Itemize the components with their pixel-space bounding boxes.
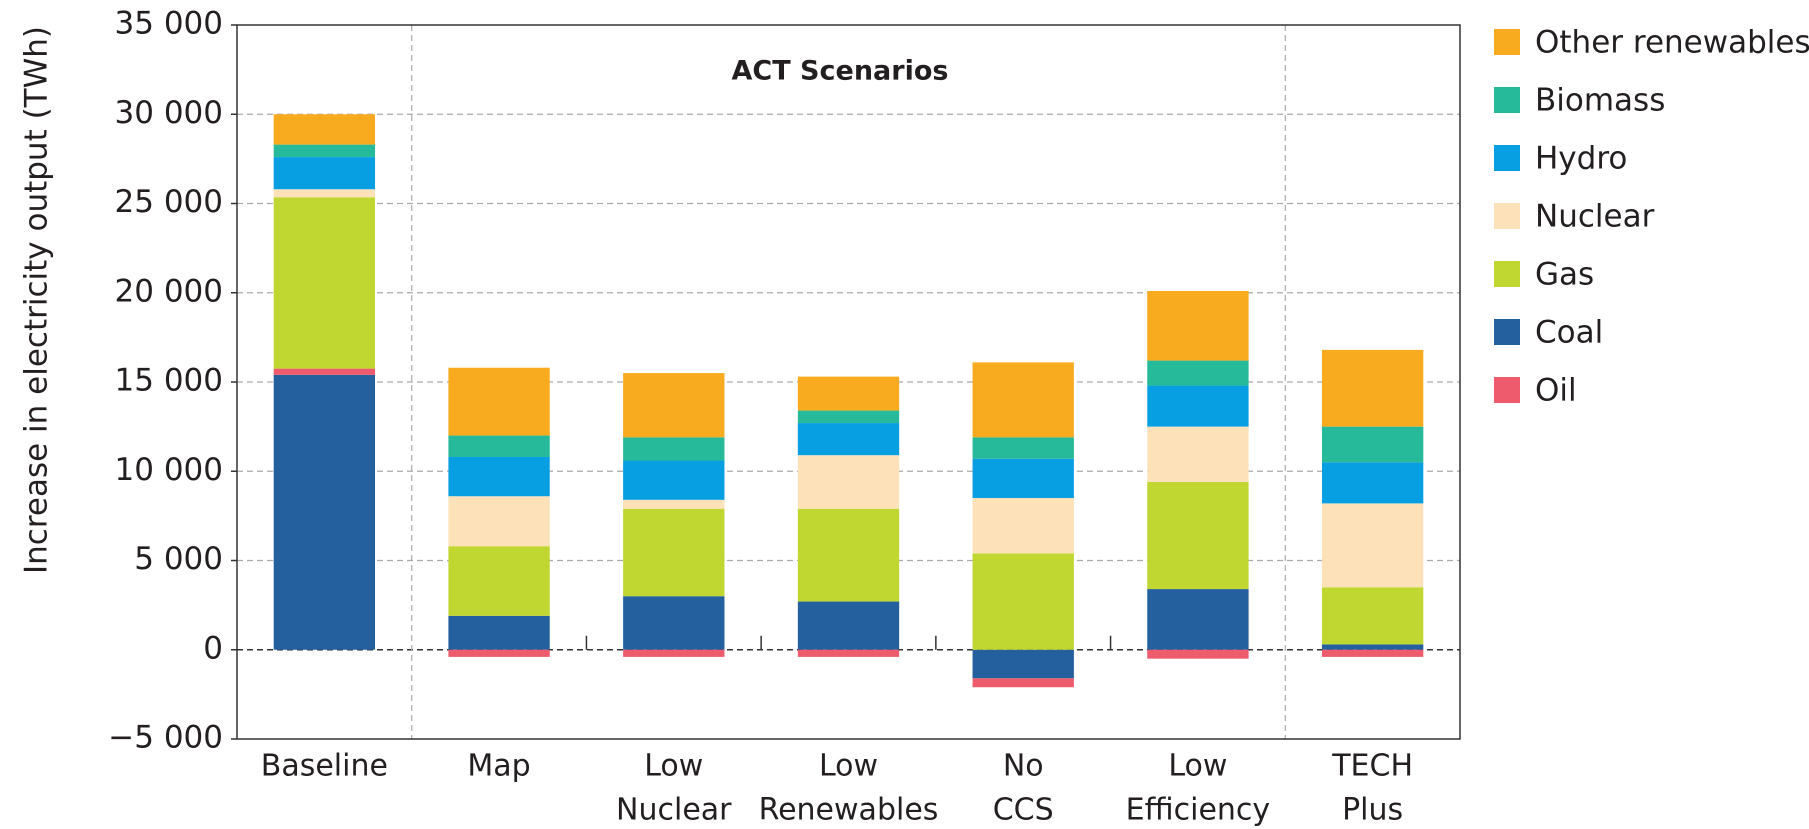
legend-swatch — [1494, 319, 1520, 345]
y-tick-label: 35 000 — [115, 6, 223, 42]
bar-segment — [623, 499, 725, 509]
bar-segment — [623, 373, 725, 438]
x-tick-label: Low — [819, 749, 878, 784]
bar-segment — [273, 157, 376, 190]
legend-label: Nuclear — [1535, 199, 1655, 235]
bar-segment — [448, 615, 550, 650]
legend-swatch — [1494, 203, 1520, 229]
legend-label: Other renewables — [1535, 25, 1809, 61]
y-tick-label: 10 000 — [115, 452, 223, 488]
legend-label: Hydro — [1535, 141, 1627, 177]
legend-label: Coal — [1535, 315, 1603, 351]
bar-segment — [273, 144, 376, 158]
annotation: ACT Scenarios — [732, 56, 949, 87]
bar-segment — [972, 458, 1074, 499]
bar-segment — [273, 114, 376, 145]
legend-swatch — [1494, 145, 1520, 171]
x-tick-label: TECH — [1331, 749, 1413, 784]
bar-segment — [623, 437, 725, 461]
x-tick-label: Baseline — [261, 749, 388, 784]
y-tick-label: 20 000 — [115, 273, 223, 309]
x-tick-label: No — [1003, 749, 1044, 784]
x-tick-label: Plus — [1342, 793, 1403, 828]
bar-segment — [1321, 349, 1424, 427]
x-tick-label: Renewables — [759, 793, 939, 828]
bar-segment — [797, 423, 900, 456]
bar-segment — [623, 460, 725, 500]
bar-segment — [623, 596, 725, 650]
bar-segment — [1147, 426, 1249, 482]
bar-segment — [972, 678, 1074, 688]
bar-segment — [1321, 649, 1424, 657]
x-tick-label: Efficiency — [1126, 793, 1271, 828]
bar-segment — [972, 498, 1074, 554]
bar-segment — [797, 410, 900, 424]
bar-segment — [273, 197, 376, 369]
bar-segment — [797, 376, 900, 411]
bar-segment — [972, 437, 1074, 459]
bar-segment — [1147, 649, 1249, 659]
bar-segment — [1321, 644, 1424, 650]
bar-segment — [1321, 462, 1424, 504]
y-tick-label: 15 000 — [115, 363, 223, 399]
bar-segment — [1147, 290, 1249, 361]
x-tick-label: Low — [644, 749, 703, 784]
legend-swatch — [1494, 29, 1520, 55]
legend-label: Biomass — [1535, 83, 1665, 119]
y-axis-label: Increase in electricity output (TWh) — [19, 26, 55, 574]
bar-segment — [273, 189, 376, 198]
bar-segment — [1147, 589, 1249, 650]
legend-swatch — [1494, 87, 1520, 113]
legend-swatch — [1494, 261, 1520, 287]
bar-segment — [273, 374, 376, 650]
bar-segment — [972, 362, 1074, 438]
bar-segment — [797, 601, 900, 650]
bar-segment — [1147, 481, 1249, 590]
y-tick-label: 25 000 — [115, 184, 223, 220]
bar-segment — [797, 455, 900, 509]
bar-segment — [972, 649, 1074, 679]
bar-segment — [448, 456, 550, 497]
bar-segment — [448, 496, 550, 547]
x-tick-label: CCS — [993, 793, 1054, 828]
y-tick-label: 5 000 — [134, 541, 223, 577]
bar-segment — [797, 649, 900, 657]
plot-frame — [236, 24, 1461, 740]
bar-segment — [1147, 385, 1249, 427]
bar-segment — [1147, 360, 1249, 386]
y-tick-label: 0 — [203, 630, 223, 666]
bar-segment — [972, 553, 1074, 650]
x-tick-label: Low — [1168, 749, 1227, 784]
y-tick-label: −5 000 — [108, 720, 223, 756]
y-tick-label: 30 000 — [115, 95, 223, 131]
legend-label: Gas — [1535, 257, 1594, 293]
bar-segment — [1321, 426, 1424, 463]
bar-segment — [448, 435, 550, 457]
bar-segment — [797, 508, 900, 602]
bar-segment — [273, 368, 376, 375]
bar-segment — [623, 508, 725, 597]
bar-segment — [1321, 587, 1424, 645]
bar-segment — [623, 649, 725, 657]
bar-segment — [448, 546, 550, 616]
legend-swatch — [1494, 377, 1520, 403]
x-tick-label: Nuclear — [616, 793, 732, 828]
bar-segment — [448, 367, 550, 436]
legend-label: Oil — [1535, 373, 1577, 409]
x-tick-label: Map — [467, 749, 530, 784]
bar-segment — [448, 649, 550, 657]
bar-segment — [1321, 503, 1424, 588]
